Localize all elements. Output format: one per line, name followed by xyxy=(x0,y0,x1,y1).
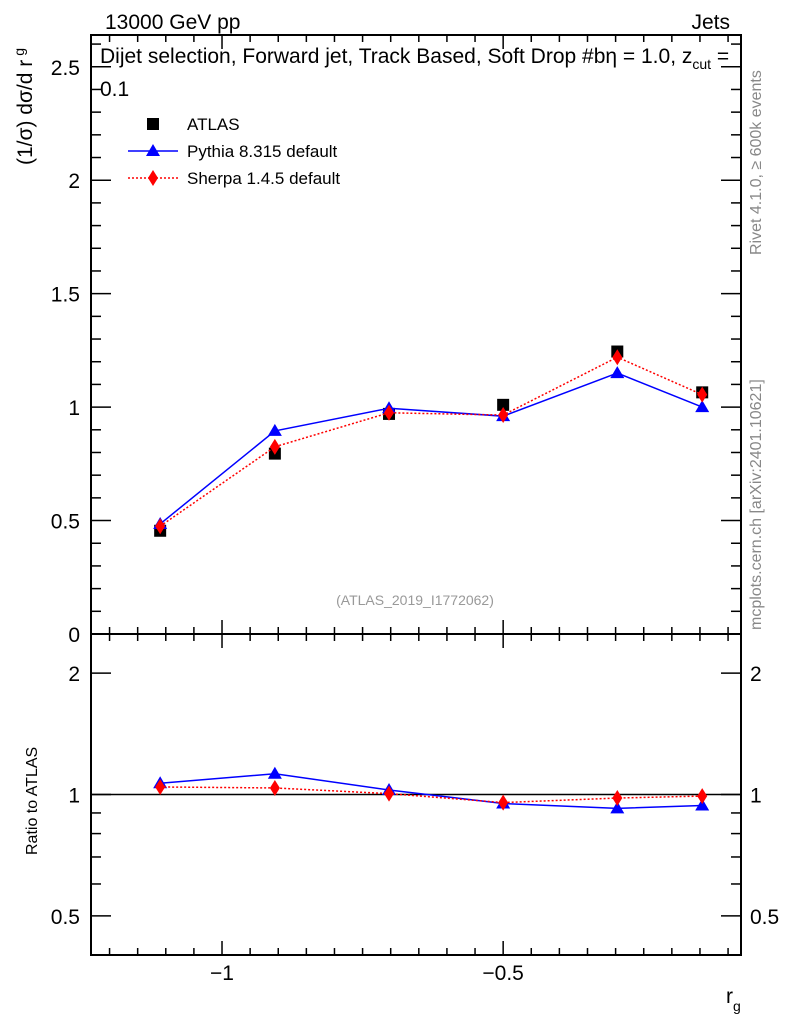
atlas-point xyxy=(497,398,510,411)
mcplots-label: mcplots.cern.ch [arXiv:2401.10621] xyxy=(748,379,765,630)
y-tick-label-right: 1 xyxy=(750,785,762,808)
sherpa-point xyxy=(612,790,623,807)
sherpa-line xyxy=(159,356,703,527)
legend: ATLAS Pythia 8.315 default Sherpa 1.4.5 de… xyxy=(128,115,340,188)
pythia-point xyxy=(267,766,282,779)
y-tick-label-right: 0.5 xyxy=(750,906,779,929)
y-tick-label: 0 xyxy=(68,624,80,647)
plot-title-end: = 0.1 xyxy=(100,45,730,101)
sherpa-point xyxy=(612,349,623,366)
y-tick-label: 0.5 xyxy=(51,906,80,929)
sherpa-point xyxy=(155,518,166,535)
pythia-point xyxy=(267,423,282,436)
x-axis-label: rg xyxy=(726,985,741,1014)
ratio-y-axis-label: Ratio to ATLAS xyxy=(24,747,41,855)
y-tick-label: 2.5 xyxy=(51,57,80,80)
sherpa-point xyxy=(697,386,708,403)
sherpa-point xyxy=(269,779,280,796)
legend-label-pythia: Pythia 8.315 default xyxy=(187,142,338,161)
x-tick-label: −1 xyxy=(210,962,234,985)
sherpa-point xyxy=(498,407,509,424)
header-left: 13000 GeV pp xyxy=(105,11,240,34)
y-tick-label: 2 xyxy=(68,170,80,193)
pythia-line xyxy=(159,372,703,525)
plot-title: Dijet selection, Forward jet, Track Base… xyxy=(100,44,730,102)
rivet-label: Rivet 4.1.0, ≥ 600k events xyxy=(748,70,765,255)
plot-title-main: Dijet selection, Forward jet, Track Base… xyxy=(100,45,606,68)
y-tick-label: 1 xyxy=(68,785,80,808)
header-right: Jets xyxy=(691,11,730,34)
legend-marker-pythia xyxy=(146,144,160,156)
legend-label-sherpa: Sherpa 1.4.5 default xyxy=(187,169,340,188)
y-tick-label: 2 xyxy=(68,663,80,686)
y-tick-label: 1 xyxy=(68,397,80,420)
y-tick-label-right: 2 xyxy=(750,663,762,686)
pythia-point xyxy=(610,366,625,379)
pythia-line xyxy=(160,772,703,810)
y-tick-label: 0.5 xyxy=(51,511,80,534)
legend-label-atlas: ATLAS xyxy=(187,115,240,134)
plot-title-tail: η = 1.0, z xyxy=(605,45,693,68)
sherpa-point xyxy=(155,778,166,795)
sherpa-point xyxy=(384,785,395,802)
y-axis-label: (1/σ) dσ/d rg xyxy=(11,48,37,165)
pythia-point xyxy=(695,798,710,811)
plot-title-sub: cut xyxy=(692,56,712,72)
pythia-point xyxy=(695,400,710,413)
sherpa-point xyxy=(384,404,395,421)
reference-label: (ATLAS_2019_I1772062) xyxy=(336,592,494,608)
sherpa-point xyxy=(697,788,708,805)
x-tick-label: −0.5 xyxy=(482,962,523,985)
sherpa-point xyxy=(498,794,509,811)
ratio-panel: −1 −0.5 0.5 0.5 1 1 2 2 xyxy=(51,633,779,985)
legend-marker-atlas xyxy=(147,118,159,130)
pythia-point xyxy=(610,801,625,814)
legend-marker-sherpa xyxy=(148,170,158,186)
y-tick-label: 1.5 xyxy=(51,284,80,307)
sherpa-point xyxy=(269,438,280,455)
